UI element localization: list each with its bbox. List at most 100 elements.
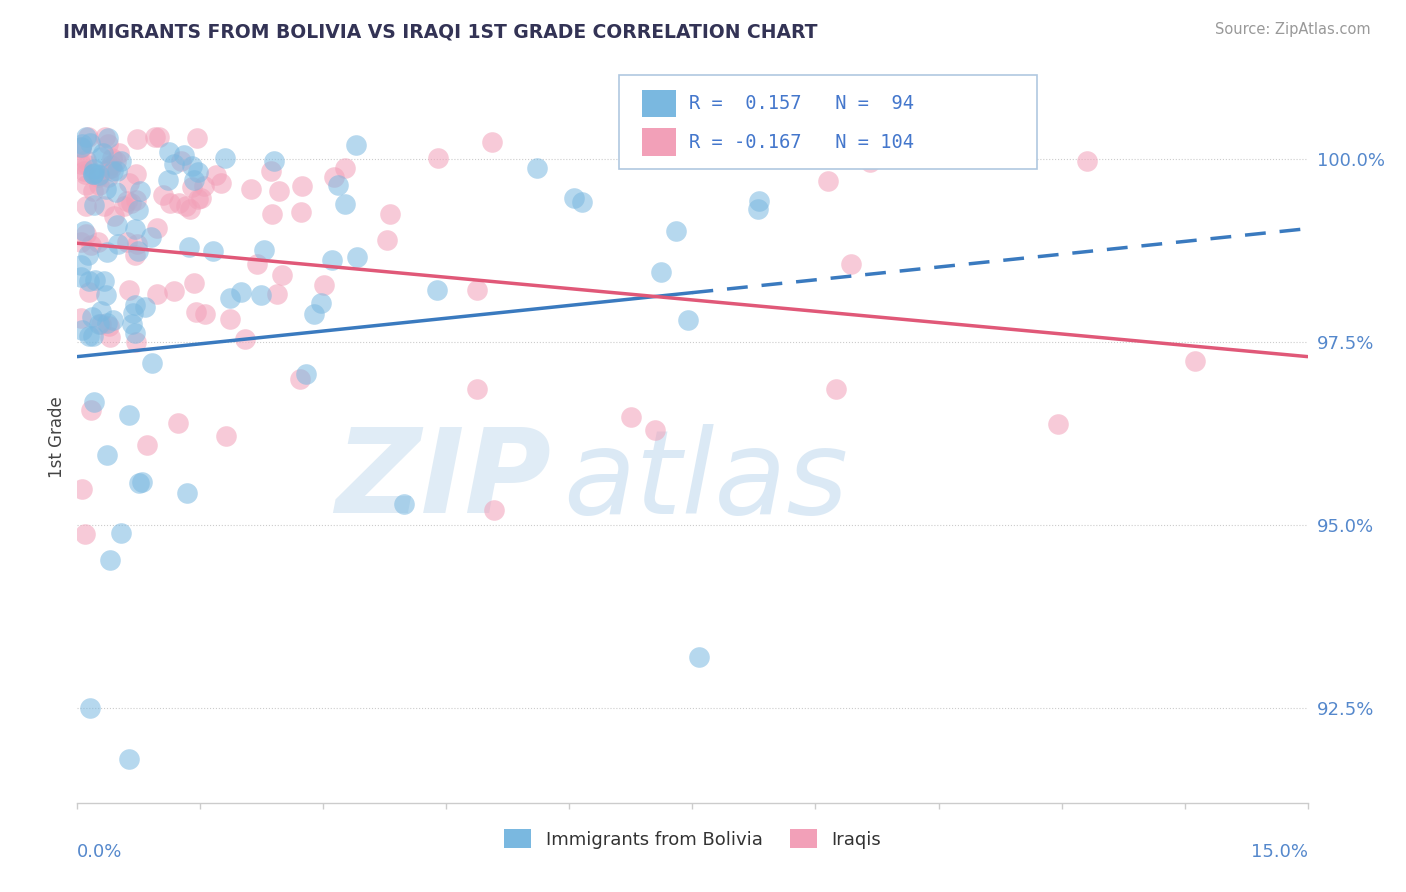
Point	[76, 158, 98, 172]
Point	[290, 205, 312, 219]
Point	[136, 438, 159, 452]
Point	[825, 383, 848, 397]
Point	[83, 395, 105, 409]
Point	[73, 167, 96, 181]
Point	[76, 153, 98, 167]
Point	[219, 311, 242, 326]
Point	[747, 202, 769, 216]
Point	[125, 194, 148, 208]
Y-axis label: 1st Grade: 1st Grade	[48, 396, 66, 478]
Point	[105, 185, 128, 199]
Point	[97, 161, 120, 176]
Point	[141, 356, 163, 370]
Point	[143, 130, 166, 145]
Point	[427, 152, 450, 166]
Point	[115, 194, 138, 208]
Point	[89, 318, 111, 332]
Legend: Immigrants from Bolivia, Iraqis: Immigrants from Bolivia, Iraqis	[496, 822, 889, 856]
Point	[124, 247, 146, 261]
Point	[650, 265, 672, 279]
Point	[90, 150, 112, 164]
Point	[1047, 417, 1070, 431]
Point	[90, 317, 112, 331]
Point	[240, 182, 263, 196]
Point	[77, 248, 100, 262]
Point	[105, 153, 128, 168]
Point	[121, 317, 143, 331]
Point	[146, 287, 169, 301]
Point	[98, 319, 121, 334]
Point	[288, 372, 311, 386]
Point	[82, 310, 104, 324]
Point	[79, 700, 101, 714]
Point	[148, 130, 170, 145]
Point	[1076, 153, 1098, 168]
Point	[118, 752, 141, 766]
Point	[214, 151, 236, 165]
Point	[187, 192, 209, 206]
Point	[96, 316, 118, 330]
Point	[291, 179, 314, 194]
Point	[263, 153, 285, 168]
Point	[101, 313, 124, 327]
Point	[302, 307, 325, 321]
Point	[77, 274, 100, 288]
Point	[229, 285, 252, 299]
Point	[93, 274, 115, 288]
Point	[183, 277, 205, 291]
Point	[73, 223, 96, 237]
Point	[181, 180, 204, 194]
Point	[481, 135, 503, 149]
Point	[201, 244, 224, 258]
Point	[177, 240, 200, 254]
Point	[125, 167, 148, 181]
Point	[94, 288, 117, 302]
Point	[676, 312, 699, 326]
Point	[112, 199, 135, 213]
Point	[70, 140, 93, 154]
Point	[96, 448, 118, 462]
Point	[98, 330, 121, 344]
Point	[335, 161, 357, 175]
Point	[233, 332, 256, 346]
Point	[377, 233, 399, 247]
Point	[70, 482, 93, 496]
Point	[83, 161, 105, 176]
Point	[134, 300, 156, 314]
Point	[426, 283, 449, 297]
Point	[125, 237, 148, 252]
Text: 15.0%: 15.0%	[1250, 843, 1308, 861]
Point	[131, 475, 153, 489]
Point	[465, 382, 488, 396]
Point	[562, 191, 585, 205]
Point	[392, 497, 415, 511]
Point	[103, 209, 125, 223]
Point	[187, 165, 209, 179]
Point	[76, 130, 98, 145]
Point	[167, 416, 190, 430]
Point	[271, 268, 294, 282]
Point	[83, 198, 105, 212]
Point	[110, 526, 132, 541]
Point	[97, 131, 120, 145]
Point	[117, 235, 139, 249]
Point	[321, 252, 343, 267]
Point	[215, 429, 238, 443]
Point	[84, 273, 107, 287]
Point	[170, 153, 193, 168]
Point	[70, 157, 93, 171]
Point	[127, 203, 149, 218]
Point	[167, 196, 190, 211]
Point	[157, 145, 180, 160]
Point	[70, 310, 93, 325]
FancyBboxPatch shape	[619, 75, 1038, 169]
Point	[87, 178, 110, 192]
Point	[101, 163, 124, 178]
Point	[326, 178, 349, 193]
Point	[688, 649, 710, 664]
Point	[260, 163, 283, 178]
Point	[100, 151, 122, 165]
Point	[118, 409, 141, 423]
Point	[124, 298, 146, 312]
Point	[378, 207, 401, 221]
